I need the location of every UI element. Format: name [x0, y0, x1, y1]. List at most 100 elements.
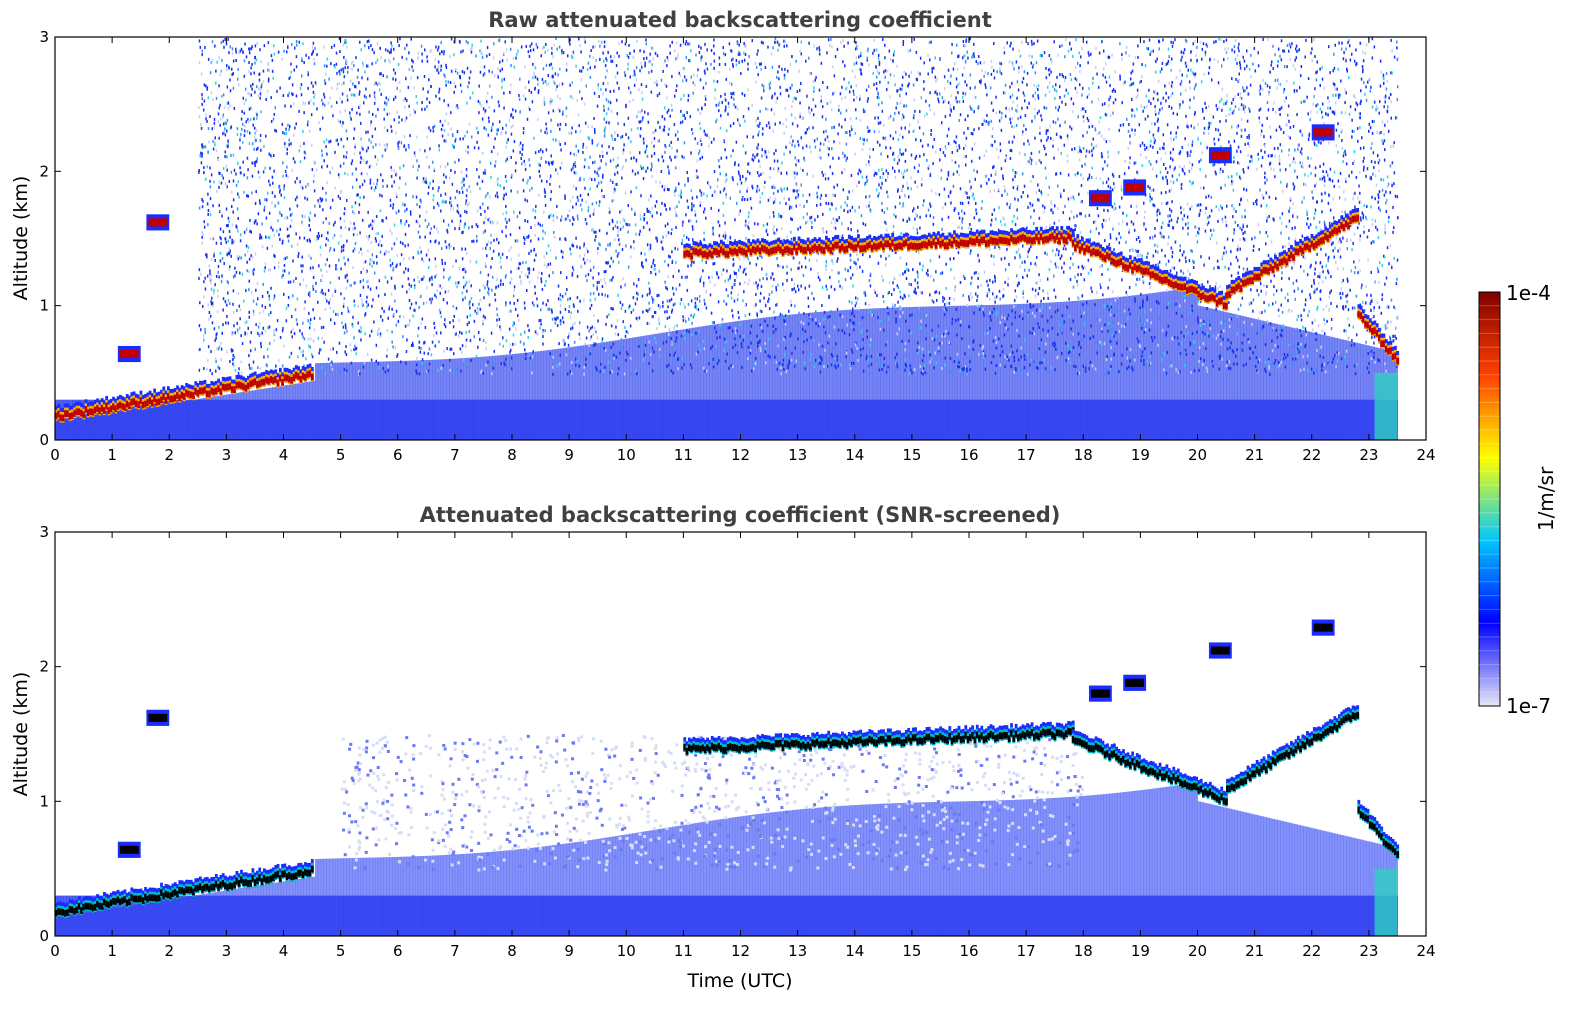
noise-pixel: [1345, 57, 1347, 61]
noise-pixel: [617, 133, 619, 137]
noise-pixel: [849, 266, 852, 270]
noise-pixel: [302, 335, 304, 339]
noise-pixel: [1180, 58, 1182, 62]
noise-pixel: [1182, 100, 1184, 104]
noise-pixel: [617, 372, 619, 376]
noise-pixel: [700, 275, 702, 279]
noise-pixel: [1128, 228, 1131, 232]
noise-pixel: [409, 210, 412, 214]
noise-pixel: [1303, 196, 1305, 200]
noise-pixel: [346, 151, 348, 155]
noise-pixel: [575, 64, 577, 68]
noise-pixel: [768, 297, 770, 301]
noise-pixel: [416, 275, 419, 279]
surface-column: [349, 399, 353, 440]
noise-pixel: [1271, 349, 1274, 353]
noise-pixel: [297, 255, 299, 259]
noise-pixel: [368, 165, 371, 169]
noise-pixel: [472, 239, 475, 243]
noise-pixel: [377, 294, 380, 298]
noise-pixel: [1388, 96, 1390, 100]
noise-pixel: [1113, 314, 1115, 318]
noise-pixel: [1396, 85, 1399, 89]
aerosol-column: [746, 319, 750, 440]
noise-pixel: [1108, 217, 1111, 221]
noise-pixel: [1089, 360, 1092, 364]
noise-pixel: [263, 144, 265, 148]
noise-pixel: [1126, 214, 1128, 218]
noise-pixel: [766, 233, 769, 237]
noise-pixel: [425, 210, 428, 214]
noise-pixel: [917, 275, 919, 279]
noise-pixel: [925, 214, 928, 218]
noise-pixel: [439, 284, 441, 288]
noise-pixel: [1389, 337, 1392, 341]
noise-pixel: [1345, 47, 1347, 51]
surface-column: [971, 399, 976, 440]
noise-pixel: [743, 197, 746, 201]
noise-pixel: [718, 70, 720, 74]
noise-pixel: [237, 371, 240, 375]
surface-column: [763, 399, 767, 440]
noise-pixel: [800, 136, 803, 140]
noise-pixel: [570, 168, 573, 172]
noise-pixel: [755, 189, 758, 193]
noise-pixel: [1033, 42, 1035, 46]
noise-pixel: [270, 154, 272, 158]
aerosol-column: [791, 314, 796, 440]
noise-pixel: [300, 74, 303, 78]
noise-pixel: [911, 371, 913, 375]
noise-pixel: [465, 199, 468, 203]
noise-pixel: [1123, 318, 1126, 322]
noise-pixel: [1189, 207, 1191, 211]
noise-pixel: [447, 223, 450, 227]
noise-pixel: [1261, 311, 1263, 315]
noise-pixel: [1371, 297, 1373, 301]
noise-pixel: [586, 325, 589, 329]
noise-pixel: [1294, 226, 1296, 230]
noise-pixel: [653, 81, 656, 85]
surface-column: [432, 399, 436, 440]
noise-pixel: [608, 121, 610, 125]
aerosol-column: [537, 351, 542, 440]
noise-pixel: [849, 367, 852, 371]
noise-pixel: [564, 307, 567, 311]
noise-pixel: [1034, 117, 1036, 121]
noise-pixel: [1321, 362, 1324, 366]
noise-pixel: [443, 99, 445, 103]
noise-pixel: [1124, 323, 1127, 327]
aerosol-column: [583, 345, 587, 440]
surface-column: [474, 399, 479, 440]
noise-pixel: [1244, 105, 1247, 109]
noise-pixel: [545, 160, 547, 164]
noise-pixel: [822, 130, 825, 134]
noise-pixel: [1331, 110, 1334, 114]
noise-pixel: [1233, 207, 1235, 211]
noise-pixel: [1245, 188, 1248, 192]
surface-column: [254, 399, 259, 440]
noise-pixel: [239, 317, 241, 321]
surface-column: [80, 399, 85, 440]
noise-pixel: [484, 229, 486, 233]
surface-column: [1251, 399, 1256, 440]
noise-pixel: [759, 200, 761, 204]
noise-pixel: [804, 265, 807, 269]
noise-pixel: [499, 325, 501, 329]
surface-column: [72, 399, 76, 440]
noise-pixel: [764, 302, 767, 306]
aerosol-column: [671, 330, 676, 440]
noise-pixel: [340, 249, 343, 253]
noise-pixel: [867, 129, 870, 133]
noise-pixel: [386, 100, 388, 104]
noise-pixel: [285, 173, 288, 177]
noise-pixel: [274, 106, 277, 110]
noise-pixel: [818, 361, 821, 365]
surface-column: [186, 399, 190, 440]
noise-pixel: [198, 324, 201, 328]
surface-column: [846, 399, 850, 440]
noise-pixel: [1332, 357, 1335, 361]
noise-pixel: [510, 356, 513, 360]
surface-column: [697, 399, 702, 440]
noise-pixel: [212, 304, 214, 308]
noise-pixel: [232, 153, 235, 157]
